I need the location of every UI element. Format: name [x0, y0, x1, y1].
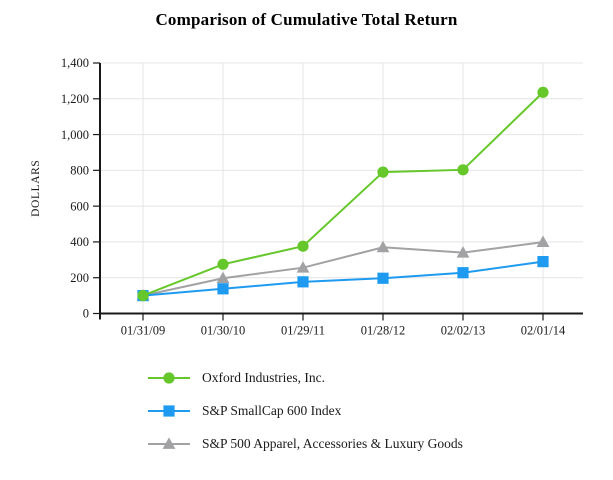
svg-text:01/28/12: 01/28/12 — [361, 324, 405, 338]
square-marker-icon — [148, 405, 190, 417]
legend-label: S&P SmallCap 600 Index — [202, 403, 342, 418]
legend-item-oxford: Oxford Industries, Inc. — [147, 370, 463, 386]
legend-item-apparel: S&P 500 Apparel, Accessories & Luxury Go… — [147, 436, 463, 452]
svg-text:1,200: 1,200 — [61, 92, 89, 106]
circle-marker-icon — [148, 372, 190, 384]
svg-text:DOLLARS: DOLLARS — [30, 160, 42, 217]
legend: Oxford Industries, Inc. S&P SmallCap 600… — [147, 370, 463, 469]
svg-text:800: 800 — [70, 164, 89, 178]
legend-label: Oxford Industries, Inc. — [202, 370, 325, 385]
svg-text:0: 0 — [83, 307, 89, 321]
svg-text:1,000: 1,000 — [61, 128, 89, 142]
svg-text:400: 400 — [70, 235, 89, 249]
svg-text:200: 200 — [70, 271, 89, 285]
svg-text:600: 600 — [70, 199, 89, 213]
chart-title: Comparison of Cumulative Total Return — [155, 10, 458, 29]
svg-text:02/01/14: 02/01/14 — [521, 324, 566, 338]
plot-area: 0 200 400 600 800 1,000 1,200 1,400 01/31/09 01/3… — [30, 56, 583, 338]
svg-text:1,400: 1,400 — [61, 56, 89, 70]
legend-label: S&P 500 Apparel, Accessories & Luxury Go… — [202, 436, 463, 451]
svg-text:01/29/11: 01/29/11 — [281, 324, 325, 338]
svg-text:01/31/09: 01/31/09 — [121, 324, 165, 338]
svg-text:02/02/13: 02/02/13 — [441, 324, 485, 338]
legend-item-smallcap: S&P SmallCap 600 Index — [147, 403, 463, 419]
svg-text:01/30/10: 01/30/10 — [201, 324, 245, 338]
triangle-marker-icon — [148, 437, 190, 449]
